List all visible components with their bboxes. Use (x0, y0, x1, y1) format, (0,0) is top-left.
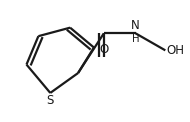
Text: N: N (131, 19, 140, 32)
Text: S: S (47, 94, 54, 107)
Text: OH: OH (166, 44, 184, 57)
Text: O: O (99, 43, 108, 56)
Text: H: H (132, 34, 139, 44)
